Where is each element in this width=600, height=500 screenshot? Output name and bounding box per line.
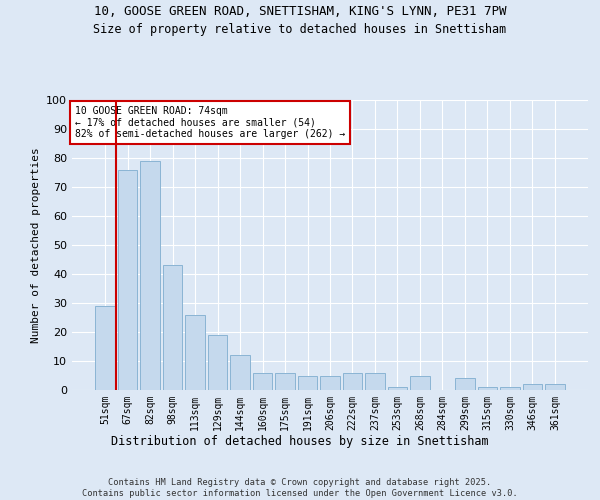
- Bar: [163, 266, 182, 390]
- Text: Size of property relative to detached houses in Snettisham: Size of property relative to detached ho…: [94, 22, 506, 36]
- Bar: [410, 376, 430, 390]
- Bar: [478, 387, 497, 390]
- Bar: [455, 378, 475, 390]
- Bar: [185, 314, 205, 390]
- Bar: [140, 161, 160, 390]
- Y-axis label: Number of detached properties: Number of detached properties: [31, 147, 41, 343]
- Bar: [298, 376, 317, 390]
- Text: 10, GOOSE GREEN ROAD, SNETTISHAM, KING'S LYNN, PE31 7PW: 10, GOOSE GREEN ROAD, SNETTISHAM, KING'S…: [94, 5, 506, 18]
- Bar: [388, 387, 407, 390]
- Bar: [95, 306, 115, 390]
- Text: Distribution of detached houses by size in Snettisham: Distribution of detached houses by size …: [111, 435, 489, 448]
- Bar: [545, 384, 565, 390]
- Bar: [320, 376, 340, 390]
- Bar: [365, 372, 385, 390]
- Bar: [230, 355, 250, 390]
- Text: 10 GOOSE GREEN ROAD: 74sqm
← 17% of detached houses are smaller (54)
82% of semi: 10 GOOSE GREEN ROAD: 74sqm ← 17% of deta…: [74, 106, 345, 139]
- Bar: [523, 384, 542, 390]
- Text: Contains HM Land Registry data © Crown copyright and database right 2025.
Contai: Contains HM Land Registry data © Crown c…: [82, 478, 518, 498]
- Bar: [253, 372, 272, 390]
- Bar: [208, 335, 227, 390]
- Bar: [500, 387, 520, 390]
- Bar: [275, 372, 295, 390]
- Bar: [118, 170, 137, 390]
- Bar: [343, 372, 362, 390]
